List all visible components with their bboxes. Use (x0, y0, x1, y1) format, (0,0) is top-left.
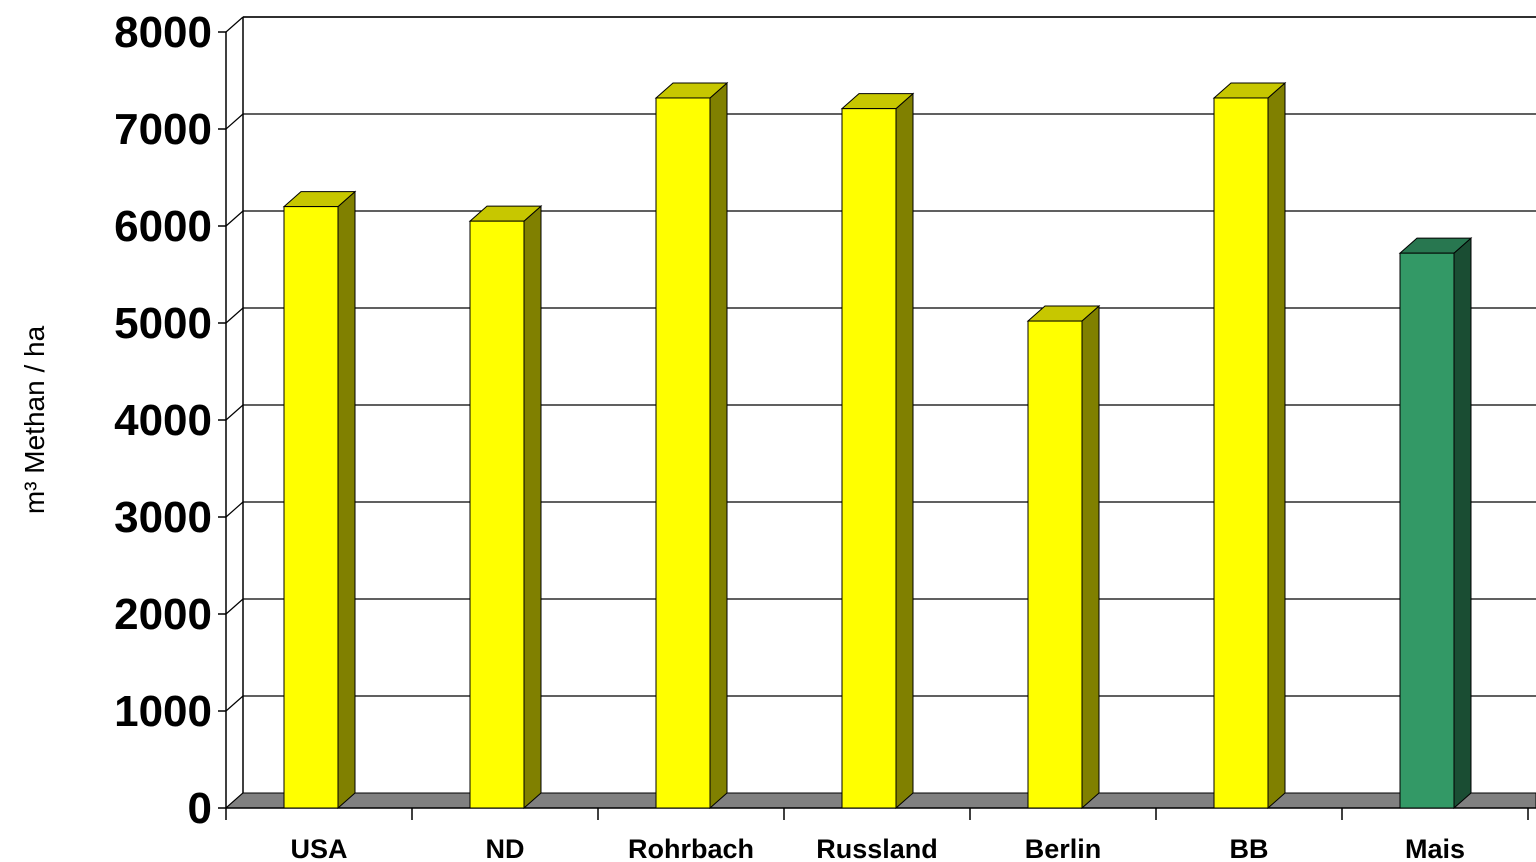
bar-side-face (523, 205, 542, 810)
y-tick-label: 5000 (114, 299, 212, 348)
y-tick-label: 6000 (114, 202, 212, 251)
gridline-side (225, 598, 244, 615)
x-tick-label: USA (290, 834, 347, 862)
y-tick-label: 4000 (114, 396, 212, 445)
bar-mais (1398, 237, 1473, 810)
gridline-side (225, 113, 244, 130)
y-tick-labels: 0 1000 2000 3000 4000 5000 6000 7000 8000 (114, 8, 212, 833)
gridline-side (225, 695, 244, 712)
bar-front-face (1213, 97, 1269, 809)
y-tick-label: 1000 (114, 687, 212, 736)
y-tick-label: 7000 (114, 105, 212, 154)
gridline-side (225, 404, 244, 421)
bar-front-face (655, 97, 711, 809)
bar-side-face (1081, 304, 1100, 810)
bar-side-face (337, 190, 356, 810)
x-tick-labels: USA ND Rohrbach Russland Berlin BB Mais (290, 834, 1465, 862)
gridline-side (225, 501, 244, 518)
y-tick-label: 0 (188, 784, 212, 833)
bar-side-face (709, 81, 728, 810)
gridline-side (225, 210, 244, 227)
x-tick-label: Rohrbach (628, 834, 754, 862)
x-tick-label: Mais (1405, 834, 1465, 862)
bar-front-face (1027, 320, 1083, 809)
bar-side-face (1267, 81, 1286, 810)
gridline-side (225, 307, 244, 324)
bar-nd (468, 205, 543, 810)
bar-front-face (1399, 252, 1455, 809)
y-tick-label: 2000 (114, 590, 212, 639)
bar-side-face (895, 92, 914, 810)
y-tick-label: 3000 (114, 493, 212, 542)
bars (282, 81, 1473, 810)
x-tick-label: BB (1230, 834, 1269, 862)
bar-side-face (1453, 237, 1472, 810)
bar-front-face (469, 220, 525, 809)
x-tick-label: ND (486, 834, 525, 862)
y-tick-label: 8000 (114, 8, 212, 57)
bar-front-face (841, 108, 897, 809)
y-axis-label: m³ Methan / ha (19, 325, 50, 514)
bar-front-face (283, 206, 339, 809)
x-tick-label: Berlin (1025, 834, 1102, 862)
bar-rohrbach (654, 81, 729, 810)
x-tick-label: Russland (816, 834, 938, 862)
bar-russland (840, 92, 915, 810)
bar-usa (282, 190, 357, 810)
bar-berlin (1026, 304, 1101, 810)
gridline-side (225, 16, 244, 33)
bar-bb (1212, 81, 1287, 810)
